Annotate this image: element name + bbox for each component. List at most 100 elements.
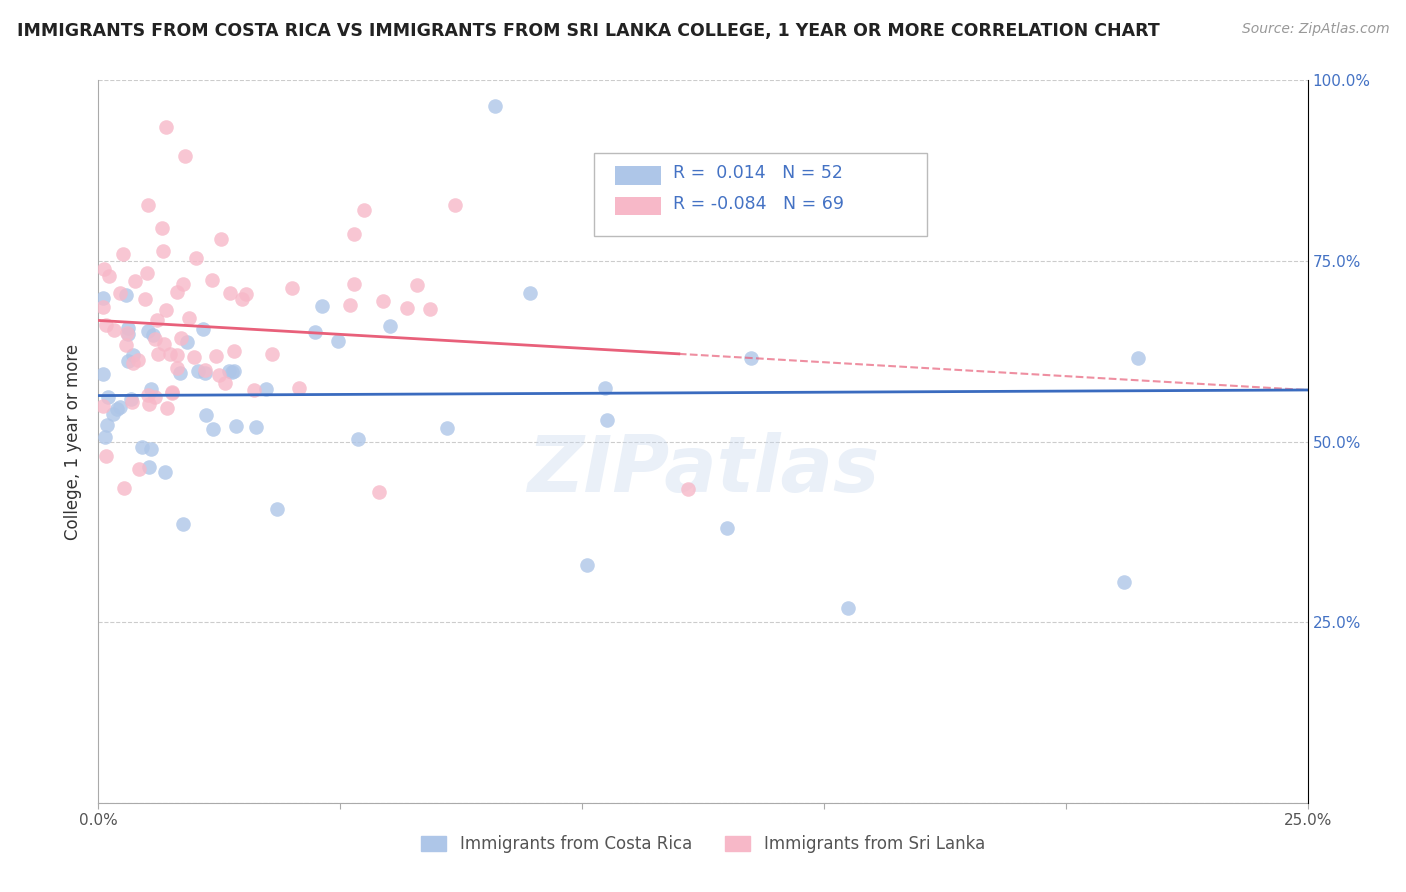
Point bbox=[235, 287, 257, 301]
Point bbox=[96, 417, 118, 432]
Point bbox=[94, 429, 117, 443]
Point bbox=[169, 366, 191, 380]
Point bbox=[596, 412, 619, 426]
Point bbox=[110, 400, 132, 414]
Point bbox=[166, 360, 188, 375]
Text: R =  0.014   N = 52: R = 0.014 N = 52 bbox=[672, 164, 842, 183]
Point bbox=[117, 320, 139, 334]
Point bbox=[156, 401, 179, 415]
FancyBboxPatch shape bbox=[595, 153, 927, 235]
Point bbox=[131, 440, 153, 454]
Point bbox=[444, 198, 467, 212]
Point bbox=[183, 350, 205, 364]
Point bbox=[97, 390, 120, 404]
Point bbox=[152, 221, 174, 235]
Point bbox=[120, 392, 142, 407]
Point bbox=[172, 277, 194, 291]
Point bbox=[576, 558, 599, 572]
Point bbox=[146, 313, 169, 327]
Point bbox=[111, 247, 134, 261]
Point bbox=[115, 326, 138, 341]
Point bbox=[143, 390, 166, 404]
Point bbox=[176, 334, 198, 349]
Point bbox=[260, 347, 283, 361]
Point bbox=[146, 347, 169, 361]
Point bbox=[231, 292, 253, 306]
Text: R = -0.084   N = 69: R = -0.084 N = 69 bbox=[672, 194, 844, 213]
Text: IMMIGRANTS FROM COSTA RICA VS IMMIGRANTS FROM SRI LANKA COLLEGE, 1 YEAR OR MORE : IMMIGRANTS FROM COSTA RICA VS IMMIGRANTS… bbox=[17, 22, 1160, 40]
Point bbox=[218, 364, 240, 378]
Point bbox=[194, 366, 217, 380]
Point bbox=[122, 348, 145, 362]
Point bbox=[91, 399, 114, 413]
Legend: Immigrants from Costa Rica, Immigrants from Sri Lanka: Immigrants from Costa Rica, Immigrants f… bbox=[415, 828, 991, 860]
Point bbox=[153, 336, 176, 351]
Point bbox=[396, 301, 419, 315]
Point bbox=[172, 516, 194, 531]
Point bbox=[373, 293, 395, 308]
FancyBboxPatch shape bbox=[614, 166, 661, 185]
Point bbox=[136, 197, 159, 211]
Point bbox=[139, 382, 162, 396]
Point bbox=[209, 232, 232, 246]
Point bbox=[368, 485, 391, 500]
Point bbox=[214, 376, 236, 390]
Point bbox=[162, 384, 184, 399]
Point bbox=[328, 334, 350, 348]
Point bbox=[195, 408, 218, 422]
Point bbox=[114, 287, 136, 301]
Point bbox=[353, 203, 375, 218]
Point bbox=[380, 318, 402, 333]
Y-axis label: College, 1 year or more: College, 1 year or more bbox=[65, 343, 83, 540]
Point bbox=[740, 351, 762, 366]
Point bbox=[108, 285, 131, 300]
Point bbox=[716, 521, 738, 535]
Point bbox=[121, 357, 143, 371]
Point bbox=[96, 318, 118, 332]
Point bbox=[91, 367, 114, 381]
Point bbox=[103, 322, 125, 336]
Point bbox=[138, 459, 160, 474]
Point bbox=[166, 348, 188, 362]
Point bbox=[184, 252, 207, 266]
Point bbox=[112, 481, 135, 495]
Point bbox=[103, 407, 125, 421]
Point bbox=[281, 280, 304, 294]
Point bbox=[418, 301, 440, 316]
Text: Source: ZipAtlas.com: Source: ZipAtlas.com bbox=[1241, 22, 1389, 37]
Point bbox=[121, 395, 143, 409]
Point bbox=[484, 98, 506, 112]
Point bbox=[205, 349, 228, 363]
Point bbox=[138, 324, 160, 338]
Point bbox=[266, 502, 288, 516]
Point bbox=[166, 285, 188, 300]
Point bbox=[128, 462, 150, 476]
Point bbox=[678, 482, 700, 496]
Point bbox=[134, 292, 156, 306]
Point bbox=[225, 418, 247, 433]
Point bbox=[138, 396, 160, 410]
FancyBboxPatch shape bbox=[614, 196, 661, 215]
Point bbox=[339, 298, 361, 312]
Point bbox=[288, 381, 311, 395]
Point bbox=[145, 332, 167, 346]
Point bbox=[837, 600, 859, 615]
Point bbox=[94, 449, 117, 463]
Text: ZIPatlas: ZIPatlas bbox=[527, 433, 879, 508]
Point bbox=[254, 382, 277, 396]
Point bbox=[593, 381, 616, 395]
Point bbox=[93, 292, 115, 306]
Point bbox=[343, 227, 366, 242]
Point bbox=[115, 338, 138, 352]
Point bbox=[91, 300, 114, 314]
Point bbox=[159, 346, 181, 360]
Point bbox=[406, 278, 429, 293]
Point bbox=[152, 244, 174, 259]
Point bbox=[202, 422, 225, 436]
Point bbox=[346, 432, 368, 446]
Point bbox=[174, 149, 197, 163]
Point bbox=[117, 326, 139, 341]
Point bbox=[142, 328, 165, 343]
Point bbox=[343, 277, 366, 291]
Point bbox=[170, 331, 193, 345]
